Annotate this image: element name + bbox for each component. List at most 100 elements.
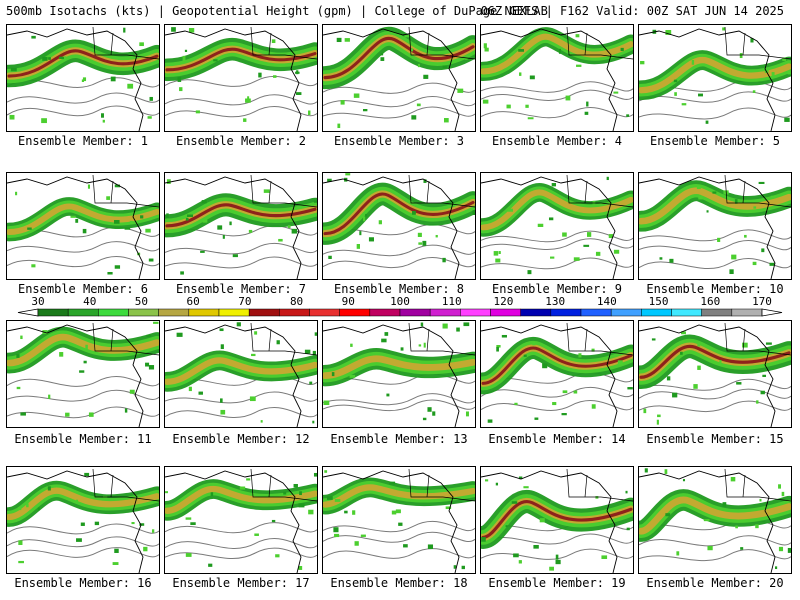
isotach-speckle <box>131 522 135 525</box>
isotach-speckle <box>107 271 113 275</box>
ensemble-member-label: Ensemble Member: 15 <box>646 432 784 446</box>
political-border <box>250 174 317 208</box>
colorbar-swatch <box>701 308 733 317</box>
coastline <box>639 470 776 573</box>
height-contour <box>481 81 633 93</box>
isotach-speckle <box>380 52 384 56</box>
isotach-speckle <box>314 332 317 336</box>
ensemble-member-label: Ensemble Member: 10 <box>646 282 784 296</box>
ensemble-member-label: Ensemble Member: 20 <box>646 576 784 590</box>
isotach-speckle <box>336 37 342 43</box>
ensemble-member-map <box>6 466 160 574</box>
height-contour <box>639 388 791 400</box>
isotach-speckle <box>461 565 465 570</box>
jet-isotach-band <box>7 333 159 367</box>
isotach-speckle <box>782 57 787 61</box>
isotach-speckle <box>555 554 559 560</box>
political-border <box>566 26 633 60</box>
isotach-speckle <box>220 344 224 350</box>
isotach-speckle <box>411 115 417 120</box>
isotach-speckle <box>185 217 189 221</box>
isotach-speckle <box>9 114 15 120</box>
isotach-speckle <box>750 38 754 43</box>
isotach-speckle <box>656 419 659 425</box>
ensemble-member-map <box>322 320 476 428</box>
isotach-speckle <box>83 360 87 364</box>
height-contour <box>323 548 475 559</box>
isotach-speckle <box>529 75 535 80</box>
isotach-speckle <box>463 322 470 327</box>
isotach-speckle <box>418 344 422 347</box>
isotach-speckle <box>102 119 105 123</box>
isotach-speckle <box>254 533 259 536</box>
isotach-speckle <box>532 341 536 346</box>
isotach-speckle <box>308 509 314 515</box>
isotach-speckle <box>145 228 151 233</box>
isotach-speckle <box>591 404 596 409</box>
isotach-speckle <box>672 392 678 398</box>
isotach-speckle <box>185 517 192 520</box>
isotach-speckle <box>551 183 557 187</box>
colorbar-swatch <box>671 308 702 317</box>
jet-isotach-band <box>481 189 633 231</box>
coastline <box>481 470 618 573</box>
isotach-speckle <box>291 228 298 234</box>
isotach-speckle <box>722 27 726 31</box>
isotach-speckle <box>432 411 436 416</box>
colorbar-swatch <box>37 308 69 317</box>
height-contour <box>165 75 317 87</box>
isotach-speckle <box>778 484 781 489</box>
coastline <box>323 28 460 131</box>
isotach-speckle <box>229 221 232 226</box>
jet-isotach-band <box>639 344 791 379</box>
isotach-speckle <box>398 522 403 526</box>
isotach-speckle <box>548 217 554 221</box>
isotach-speckle <box>731 254 737 260</box>
isotach-speckle <box>481 537 486 542</box>
isotach-speckle <box>124 227 131 230</box>
isotach-speckle <box>676 551 680 556</box>
isotach-speckle <box>113 220 120 224</box>
isotach-speckle <box>59 56 65 59</box>
isotach-speckle <box>549 566 554 571</box>
isotach-speckle <box>706 210 709 213</box>
ensemble-member-map <box>480 172 634 280</box>
isotach-speckle <box>213 59 218 62</box>
isotach-speckle <box>202 219 208 223</box>
isotach-speckle <box>696 185 701 190</box>
political-border <box>250 26 317 60</box>
isotach-speckle <box>139 523 145 526</box>
isotach-speckle <box>145 362 150 367</box>
colorbar-swatch <box>550 308 582 317</box>
isotach-speckle <box>334 533 340 538</box>
height-contour <box>481 533 633 545</box>
jet-isotach-band <box>639 496 791 535</box>
ensemble-member-label: Ensemble Member: 17 <box>172 576 310 590</box>
isotach-speckle <box>495 258 501 263</box>
isotach-speckle <box>403 544 408 548</box>
isotach-speckle <box>495 482 499 486</box>
height-contour <box>7 406 159 419</box>
isotach-speckle <box>245 98 251 103</box>
isotach-map-graphic <box>481 26 633 131</box>
isotach-speckle <box>627 387 633 390</box>
jet-isotach-band <box>165 47 317 72</box>
isotach-speckle <box>562 390 568 394</box>
colorbar-tick-label: 40 <box>83 295 97 308</box>
isotach-speckle <box>422 417 427 421</box>
height-contour <box>323 106 475 119</box>
jet-isotach-band <box>165 203 317 228</box>
isotach-speckle <box>595 251 601 256</box>
isotach-speckle <box>722 502 727 507</box>
isotach-speckle <box>691 60 695 65</box>
height-contour <box>165 407 317 418</box>
height-contour <box>7 105 159 117</box>
isotach-speckle <box>381 338 387 343</box>
colorbar-min-arrow <box>17 308 39 317</box>
isotach-speckle <box>518 49 525 52</box>
isotach-speckle <box>345 173 351 176</box>
isotach-colorbar: 30 40 50 60 70 80 90 100 110 120 130 140 150 160 170 <box>0 296 800 320</box>
ensemble-member-label: Ensemble Member: 4 <box>491 134 623 148</box>
height-contour <box>165 242 317 255</box>
jet-isotach-band <box>7 49 159 78</box>
